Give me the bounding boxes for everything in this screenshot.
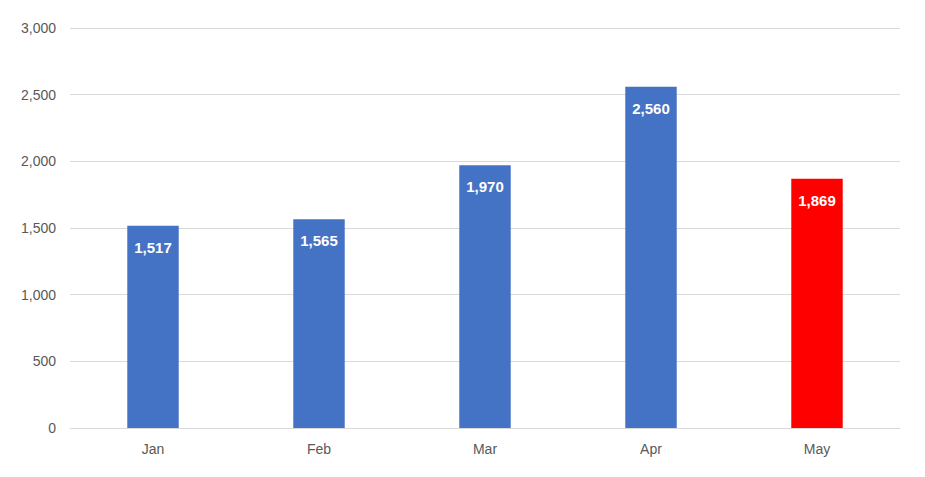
svg-text:2,560: 2,560: [632, 100, 670, 117]
svg-text:Apr: Apr: [640, 441, 662, 457]
svg-text:1,565: 1,565: [300, 232, 338, 249]
svg-text:1,000: 1,000: [21, 287, 56, 303]
svg-text:0: 0: [48, 420, 56, 436]
svg-text:May: May: [804, 441, 830, 457]
svg-text:2,000: 2,000: [21, 153, 56, 169]
svg-text:Mar: Mar: [473, 441, 497, 457]
svg-text:Jan: Jan: [142, 441, 165, 457]
svg-text:1,970: 1,970: [466, 178, 504, 195]
svg-text:1,869: 1,869: [798, 192, 836, 209]
svg-text:2,500: 2,500: [21, 87, 56, 103]
svg-text:1,500: 1,500: [21, 220, 56, 236]
svg-text:1,517: 1,517: [134, 239, 172, 256]
svg-text:Feb: Feb: [307, 441, 331, 457]
svg-text:500: 500: [33, 353, 57, 369]
svg-text:3,000: 3,000: [21, 20, 56, 36]
